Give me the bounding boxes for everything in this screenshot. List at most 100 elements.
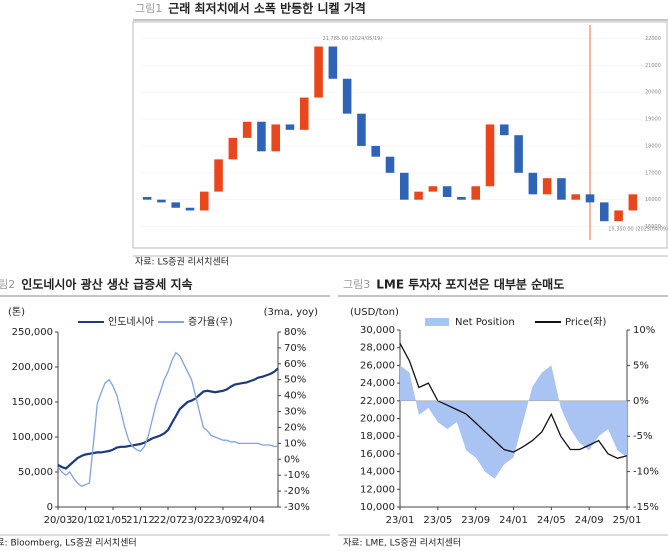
y2-tick-label: 10% xyxy=(633,325,655,336)
candle-body xyxy=(485,124,495,187)
candle-body xyxy=(228,137,238,160)
x-tick-label: 22/07 xyxy=(154,515,183,526)
candle-body xyxy=(500,124,509,136)
y2-tick-label: 10% xyxy=(284,438,306,449)
legend-label: 증가율(우) xyxy=(188,316,233,328)
y-tick-label: 18000 xyxy=(645,143,661,149)
source: 자료: Bloomberg, LS증권 리서치센터 xyxy=(0,537,137,549)
y2-tick-label: -30% xyxy=(284,502,310,513)
y2-tick-label: 0% xyxy=(284,454,300,465)
y-tick-label: 250,000 xyxy=(12,327,53,338)
y-tick-label: 16,000 xyxy=(360,449,395,460)
candle-body xyxy=(200,191,209,211)
candle-body xyxy=(314,46,323,98)
chart-title: 근래 최저치에서 소폭 반등한 니켈 가격 xyxy=(168,1,366,16)
legend-label: 인도네시아 xyxy=(108,316,154,328)
y-tick-label: 0 xyxy=(47,502,53,513)
y2-tick-label: 60% xyxy=(284,359,306,370)
x-tick-label: 23/05 xyxy=(423,515,452,526)
candle-body xyxy=(614,210,623,222)
candle-body xyxy=(300,97,309,130)
y-tick-label: 14,000 xyxy=(360,467,395,478)
y-tick-label: 30,000 xyxy=(360,325,395,336)
x-tick-label: 20/10 xyxy=(71,515,100,526)
y2-tick-label: 50% xyxy=(284,375,306,386)
x-tick-label: 21/05 xyxy=(99,515,128,526)
y-tick-label: 50,000 xyxy=(18,467,53,478)
candle-body xyxy=(542,178,552,195)
y2-tick-label: 40% xyxy=(284,391,306,402)
candle-body xyxy=(185,207,195,211)
candle-body xyxy=(628,194,638,211)
x-tick-label: 23/01 xyxy=(386,515,415,526)
candle-body xyxy=(285,124,295,130)
line xyxy=(57,367,279,470)
y-tick-label: 21000 xyxy=(645,63,661,69)
candle-body xyxy=(400,172,409,200)
y-tick-label: 26,000 xyxy=(360,360,395,371)
y-axis-title: (톤) xyxy=(8,306,25,318)
area xyxy=(400,365,627,479)
y-tick-label: 15000 xyxy=(645,224,661,230)
chart-title: 인도네시아 광산 생산 급증세 지속 xyxy=(21,277,192,292)
x-tick-label: 25/01 xyxy=(613,515,642,526)
candle-body xyxy=(557,178,566,200)
candle-body xyxy=(342,78,352,114)
annotation: 21,785.00 (2024/05/19) xyxy=(323,36,383,42)
candle-body xyxy=(328,46,338,79)
y2-tick-label: 30% xyxy=(284,407,306,418)
x-tick-label: 21/12 xyxy=(126,515,155,526)
y-tick-label: 150,000 xyxy=(12,397,53,408)
figure-label: 그림2 xyxy=(0,278,15,291)
x-tick-label: 20/03 xyxy=(44,515,73,526)
y-tick-label: 16000 xyxy=(645,197,661,203)
candle-body xyxy=(257,121,266,152)
candle-body xyxy=(428,186,438,192)
y-tick-label: 200,000 xyxy=(12,362,53,373)
candle-body xyxy=(528,172,538,195)
chart-title: LME 투자자 포지션은 대부분 순매도 xyxy=(376,277,564,292)
candle-body xyxy=(385,156,395,173)
y-tick-label: 19000 xyxy=(645,117,661,123)
y2-tick-label: 80% xyxy=(284,327,306,338)
candle-body xyxy=(242,121,252,138)
x-tick-label: 23/02 xyxy=(181,515,210,526)
y-tick-label: 10,000 xyxy=(360,502,395,513)
y2-tick-label: -5% xyxy=(633,431,652,442)
x-tick-label: 24/01 xyxy=(499,515,528,526)
candle-body xyxy=(442,186,452,197)
y-tick-label: 17000 xyxy=(645,170,661,176)
y2-tick-label: 0% xyxy=(633,396,649,407)
y2-tick-label: -10% xyxy=(284,470,310,481)
annotation: 15,350.00 (2025/04/09) xyxy=(608,227,668,233)
candle-body xyxy=(157,199,166,203)
source: 자료: LS증권 리서치센터 xyxy=(135,256,229,268)
y-tick-label: 18,000 xyxy=(360,431,395,442)
y-axis-title: (USD/ton) xyxy=(350,307,399,318)
candle-body xyxy=(600,202,609,222)
y-tick-label: 20,000 xyxy=(360,414,395,425)
candle-body xyxy=(571,194,580,200)
y-tick-label: 22000 xyxy=(645,36,661,42)
candle-body xyxy=(457,197,466,200)
legend-label: Price(좌) xyxy=(565,316,606,328)
y2-tick-label: -20% xyxy=(284,486,310,497)
candle-body xyxy=(371,145,380,157)
candle-body xyxy=(471,186,480,200)
x-tick-label: 24/05 xyxy=(537,515,566,526)
y-tick-label: 24,000 xyxy=(360,378,395,389)
y-tick-label: 28,000 xyxy=(360,343,395,354)
candle-body xyxy=(171,202,180,208)
candle-body xyxy=(214,159,223,192)
y2-tick-label: 5% xyxy=(633,360,649,371)
legend-label: Net Position xyxy=(455,317,515,328)
candle-body xyxy=(357,113,366,146)
legend-swatch xyxy=(425,318,449,326)
y-tick-label: 12,000 xyxy=(360,484,395,495)
y2-tick-label: -15% xyxy=(633,502,659,513)
figure-label: 그림1 xyxy=(135,2,162,15)
x-tick-label: 23/09 xyxy=(209,515,238,526)
y-tick-label: 22,000 xyxy=(360,396,395,407)
candle-body xyxy=(271,124,280,152)
